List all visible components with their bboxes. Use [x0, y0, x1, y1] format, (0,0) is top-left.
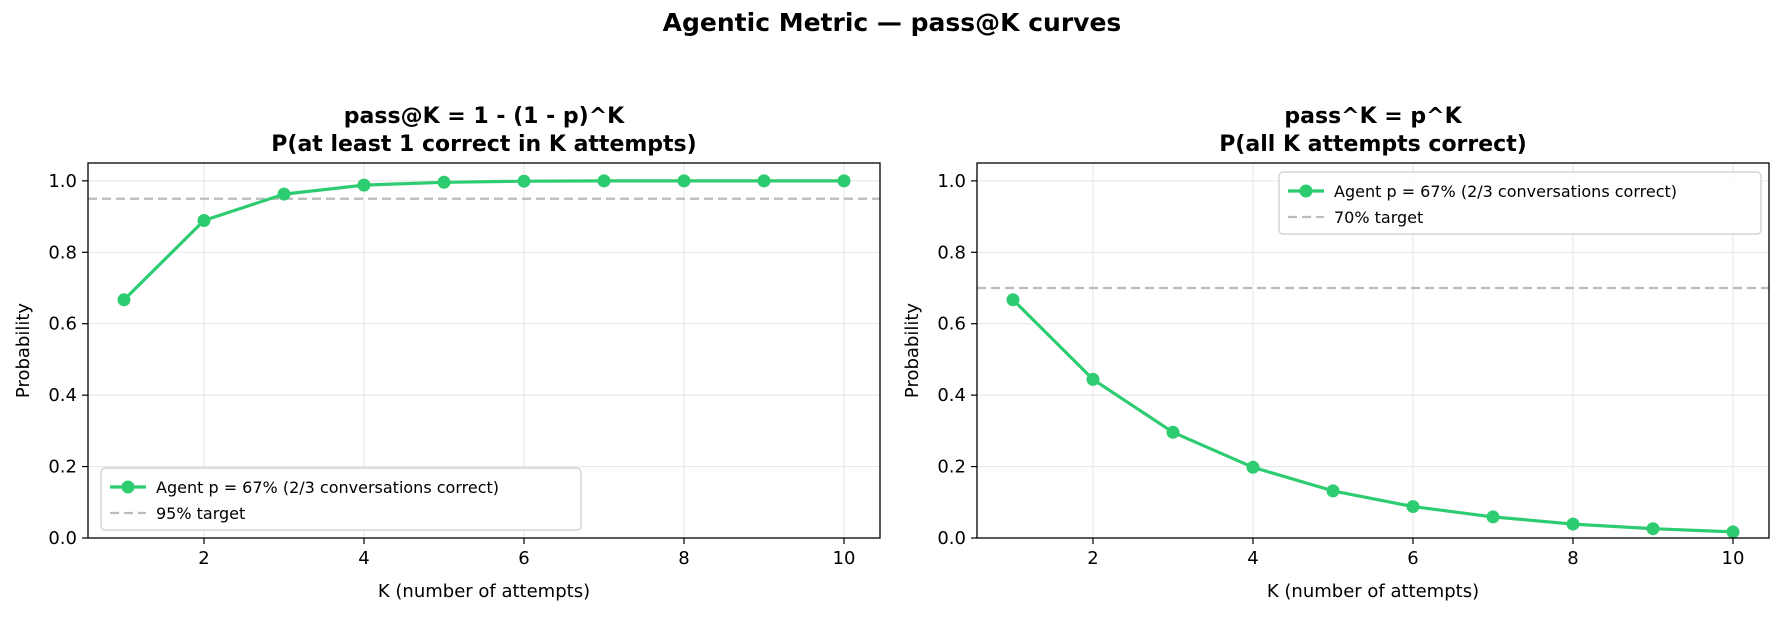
panel2-x-tick-label: 4: [1247, 548, 1258, 569]
panel1-y-tick-label: 0.6: [48, 314, 77, 335]
panel2-legend-target-label: 70% target: [1334, 208, 1423, 227]
panel1-data-point: [197, 214, 211, 227]
panel2-y-tick-label: 0.0: [937, 528, 966, 549]
panel2-x-axis-label: K (number of attempts): [1267, 581, 1479, 602]
panel2-data-point: [1566, 517, 1580, 531]
panel2-legend-series-marker: [1299, 184, 1313, 198]
panel2-x-tick-label: 10: [1722, 548, 1745, 569]
panel2-data-point: [1166, 425, 1180, 439]
panel1-legend-target-label: 95% target: [156, 504, 245, 523]
panel1-x-tick-label: 4: [358, 548, 369, 569]
panel1-legend-series-label: Agent p = 67% (2/3 conversations correct…: [156, 478, 499, 497]
panel2-legend-box: [1278, 171, 1762, 235]
panel1-data-point: [517, 174, 531, 188]
panel2-y-tick-label: 0.4: [937, 385, 966, 406]
panel2-y-tick-label: 0.6: [937, 314, 966, 335]
panel2-y-axis-label: Probability: [902, 303, 923, 398]
panel2-data-point: [1646, 522, 1660, 536]
panel1-y-tick-label: 0.8: [48, 242, 77, 263]
panel1-title-line2: P(at least 1 correct in K attempts): [271, 132, 696, 157]
panel2-legend-series-label: Agent p = 67% (2/3 conversations correct…: [1334, 182, 1677, 201]
panel2-y-tick-label: 0.8: [937, 242, 966, 263]
panel2-data-point: [1726, 525, 1740, 539]
panel1-title-line1: pass@K = 1 - (1 - p)^K: [344, 104, 625, 129]
panel2-data-point: [1486, 510, 1500, 524]
panel1-legend-box: [100, 467, 582, 531]
panel2-data-point: [1006, 293, 1020, 307]
panel1-y-tick-label: 0.2: [48, 457, 77, 478]
panel1-data-point: [597, 174, 611, 188]
panel1-x-tick-label: 6: [518, 548, 529, 569]
panel2-x-tick-label: 8: [1567, 548, 1578, 569]
panel1-axes-frame: [87, 162, 881, 539]
panel2-x-tick-label: 2: [1087, 548, 1098, 569]
panel2-y-tick-label: 0.2: [937, 457, 966, 478]
panel1-x-tick-label: 10: [833, 548, 856, 569]
panel1-legend-series-marker: [121, 480, 135, 494]
figure-title: Agentic Metric — pass@K curves: [662, 8, 1122, 37]
panel1-data-point: [837, 174, 851, 188]
panel2-x-tick-label: 6: [1407, 548, 1418, 569]
panel1-data-point: [117, 293, 131, 307]
panel1-data-point: [757, 174, 771, 188]
panel1-data-point: [277, 187, 291, 201]
panel1-x-axis-label: K (number of attempts): [378, 581, 590, 602]
panel1-x-tick-label: 2: [198, 548, 209, 569]
panel1-data-point: [437, 175, 451, 189]
panel1-data-point: [677, 174, 691, 188]
panel2-title-line2: P(all K attempts correct): [1219, 132, 1527, 157]
panel1-y-tick-label: 0.4: [48, 385, 77, 406]
panel2-data-point: [1406, 500, 1420, 514]
panel1-y-tick-label: 0.0: [48, 528, 77, 549]
panel2-axes-frame: [976, 162, 1770, 539]
panel1-series-line: [122, 179, 844, 301]
panel2-data-point: [1246, 460, 1260, 474]
panel2-y-tick-label: 1.0: [937, 171, 966, 192]
panel1-data-point: [357, 178, 371, 192]
panel2-title-line1: pass^K = p^K: [1284, 104, 1462, 129]
panel2-series-line: [1011, 298, 1734, 534]
panel1-x-tick-label: 8: [678, 548, 689, 569]
panel1-y-tick-label: 1.0: [48, 171, 77, 192]
panel2-data-point: [1326, 484, 1340, 498]
panel1-y-axis-label: Probability: [13, 303, 34, 398]
panel2-data-point: [1086, 372, 1100, 386]
